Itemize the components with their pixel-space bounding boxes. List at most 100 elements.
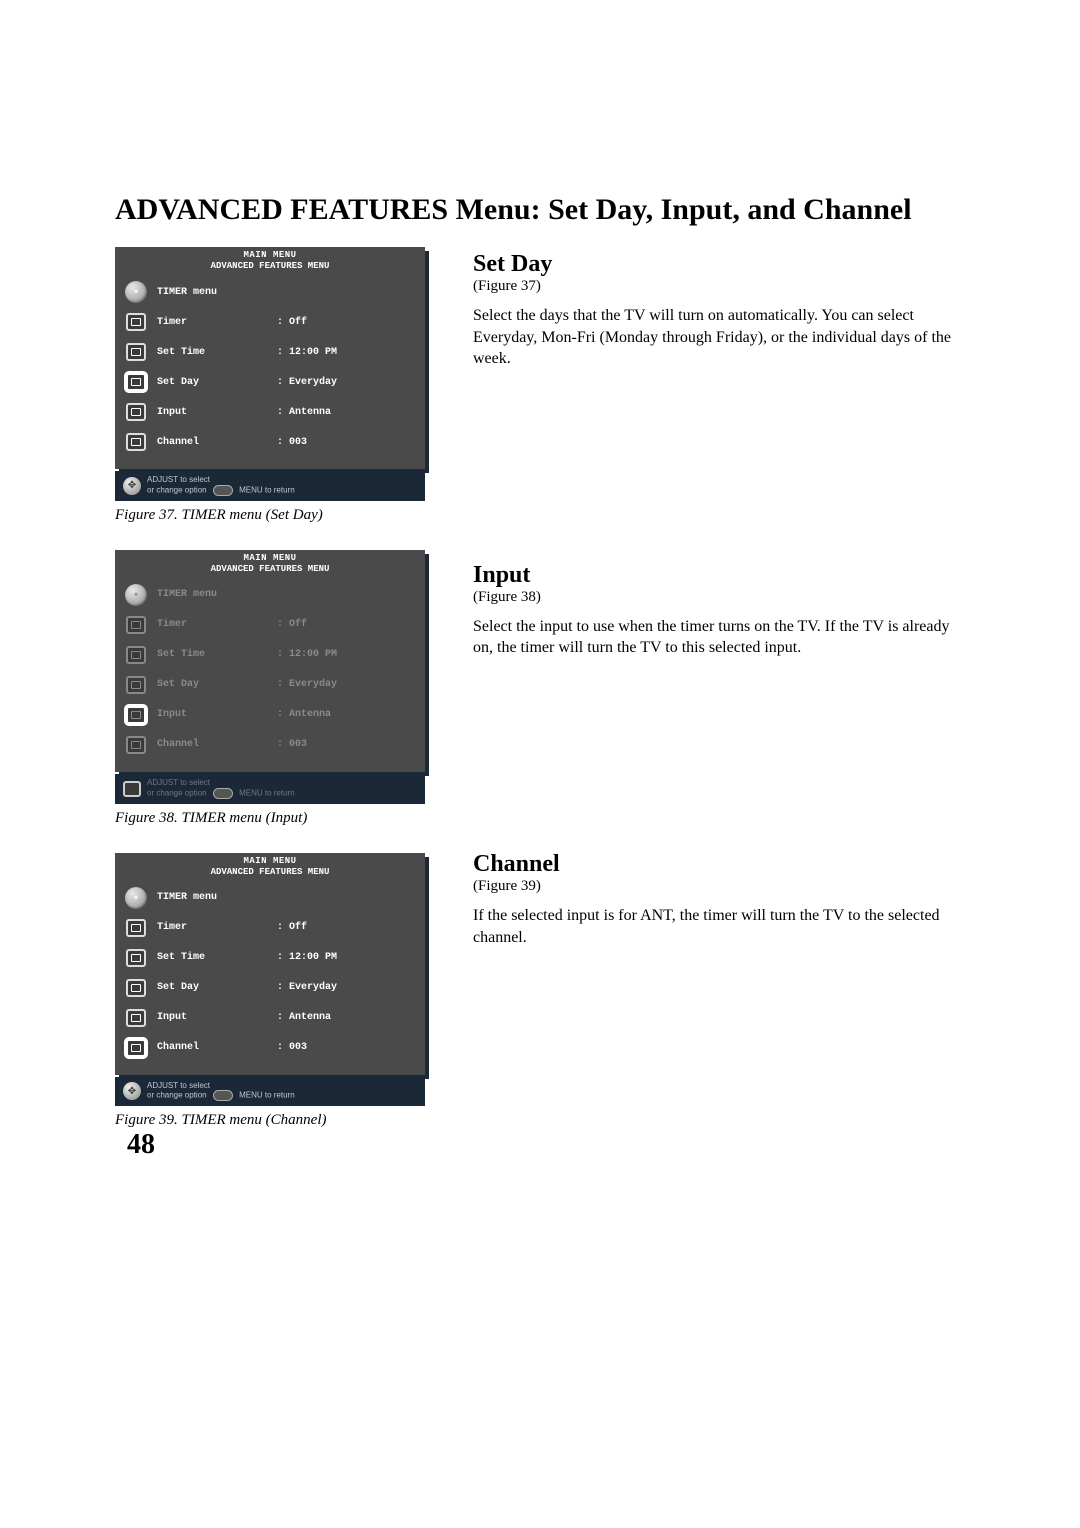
value-setday: : Everyday	[277, 377, 337, 388]
menu-title-row: ✦ TIMER menu	[115, 277, 425, 307]
square-icon	[126, 403, 146, 421]
timer-menu-fig39: MAIN MENU ADVANCED FEATURES MENU ✦ TIMER…	[115, 853, 425, 1075]
page-number: 48	[127, 1129, 435, 1161]
label-timer: Timer	[157, 922, 277, 933]
menu-title-label: TIMER menu	[157, 589, 277, 600]
square-icon	[126, 646, 146, 664]
caption-fig38: Figure 38. TIMER menu (Input)	[115, 810, 435, 827]
label-timer: Timer	[157, 317, 277, 328]
row-input[interactable]: Input : Antenna	[115, 700, 425, 730]
left-column: MAIN MENU ADVANCED FEATURES MENU ✦ TIMER…	[115, 247, 435, 1161]
square-icon	[126, 1039, 146, 1057]
clock-icon: ✦	[125, 887, 147, 909]
row-settime[interactable]: Set Time : 12:00 PM	[115, 337, 425, 367]
oval-button-icon	[213, 485, 233, 496]
ref-channel: (Figure 39)	[473, 878, 965, 895]
value-channel: : 003	[277, 739, 307, 750]
value-input: : Antenna	[277, 1012, 331, 1023]
columns: MAIN MENU ADVANCED FEATURES MENU ✦ TIMER…	[115, 247, 965, 1161]
menu-header-sub: ADVANCED FEATURES MENU	[115, 261, 425, 277]
section-setday: Set Day (Figure 37) Select the days that…	[473, 251, 965, 370]
oval-button-icon	[213, 788, 233, 799]
hint-bar-fig38: ADJUST to select or change option MENU t…	[115, 774, 425, 804]
right-column: Set Day (Figure 37) Select the days that…	[473, 247, 965, 1161]
square-icon	[123, 781, 141, 797]
label-input: Input	[157, 709, 277, 720]
hint-line2: or change option	[147, 1091, 207, 1100]
clock-icon: ✦	[125, 584, 147, 606]
menu-header-main: MAIN MENU	[115, 550, 425, 564]
hint-line1: ADJUST to select	[147, 778, 210, 787]
value-settime: : 12:00 PM	[277, 649, 337, 660]
row-setday[interactable]: Set Day : Everyday	[115, 973, 425, 1003]
value-settime: : 12:00 PM	[277, 952, 337, 963]
dpad-icon: ✥	[123, 1082, 141, 1100]
row-channel[interactable]: Channel : 003	[115, 730, 425, 760]
row-settime[interactable]: Set Time : 12:00 PM	[115, 943, 425, 973]
value-setday: : Everyday	[277, 982, 337, 993]
ref-input: (Figure 38)	[473, 589, 965, 606]
hint-bar-fig39: ✥ ADJUST to select or change option MENU…	[115, 1077, 425, 1107]
row-setday[interactable]: Set Day : Everyday	[115, 670, 425, 700]
value-timer: : Off	[277, 317, 307, 328]
label-input: Input	[157, 1012, 277, 1023]
body-channel: If the selected input is for ANT, the ti…	[473, 905, 965, 948]
label-settime: Set Time	[157, 649, 277, 660]
square-icon	[126, 616, 146, 634]
menu-title-label: TIMER menu	[157, 892, 277, 903]
row-input[interactable]: Input : Antenna	[115, 1003, 425, 1033]
body-setday: Select the days that the TV will turn on…	[473, 305, 965, 370]
label-setday: Set Day	[157, 679, 277, 690]
menu-title-row: ✦ TIMER menu	[115, 883, 425, 913]
hint-line2: or change option	[147, 788, 207, 797]
row-timer[interactable]: Timer : Off	[115, 913, 425, 943]
label-channel: Channel	[157, 739, 277, 750]
label-setday: Set Day	[157, 377, 277, 388]
hint-return: MENU to return	[239, 485, 295, 494]
menu-header-main: MAIN MENU	[115, 247, 425, 261]
hint-return: MENU to return	[239, 1091, 295, 1100]
value-channel: : 003	[277, 1042, 307, 1053]
square-icon	[126, 949, 146, 967]
hint-line2: or change option	[147, 485, 207, 494]
heading-input: Input	[473, 562, 965, 589]
row-settime[interactable]: Set Time : 12:00 PM	[115, 640, 425, 670]
hint-line1: ADJUST to select	[147, 475, 210, 484]
caption-fig37: Figure 37. TIMER menu (Set Day)	[115, 507, 435, 524]
value-channel: : 003	[277, 437, 307, 448]
square-icon	[126, 373, 146, 391]
value-input: : Antenna	[277, 407, 331, 418]
row-setday[interactable]: Set Day : Everyday	[115, 367, 425, 397]
row-timer[interactable]: Timer : Off	[115, 307, 425, 337]
row-input[interactable]: Input : Antenna	[115, 397, 425, 427]
square-icon	[126, 343, 146, 361]
square-icon	[126, 313, 146, 331]
label-channel: Channel	[157, 1042, 277, 1053]
dpad-icon: ✥	[123, 477, 141, 495]
hint-text: ADJUST to select or change option MENU t…	[147, 779, 295, 799]
section-channel: Channel (Figure 39) If the selected inpu…	[473, 851, 965, 948]
menu-header-sub: ADVANCED FEATURES MENU	[115, 867, 425, 883]
timer-menu-fig37: MAIN MENU ADVANCED FEATURES MENU ✦ TIMER…	[115, 247, 425, 469]
label-settime: Set Time	[157, 347, 277, 358]
menu-title-row: ✦ TIMER menu	[115, 580, 425, 610]
label-channel: Channel	[157, 437, 277, 448]
oval-button-icon	[213, 1090, 233, 1101]
square-icon	[126, 919, 146, 937]
hint-text: ADJUST to select or change option MENU t…	[147, 1082, 295, 1102]
body-input: Select the input to use when the timer t…	[473, 616, 965, 659]
row-channel[interactable]: Channel : 003	[115, 1033, 425, 1063]
heading-setday: Set Day	[473, 251, 965, 278]
square-icon	[126, 676, 146, 694]
label-setday: Set Day	[157, 982, 277, 993]
section-input: Input (Figure 38) Select the input to us…	[473, 562, 965, 659]
hint-bar-fig37: ✥ ADJUST to select or change option MENU…	[115, 471, 425, 501]
row-channel[interactable]: Channel : 003	[115, 427, 425, 457]
timer-menu-fig38: MAIN MENU ADVANCED FEATURES MENU ✦ TIMER…	[115, 550, 425, 772]
ref-setday: (Figure 37)	[473, 278, 965, 295]
value-settime: : 12:00 PM	[277, 347, 337, 358]
menu-header-main: MAIN MENU	[115, 853, 425, 867]
row-timer[interactable]: Timer : Off	[115, 610, 425, 640]
hint-line1: ADJUST to select	[147, 1081, 210, 1090]
caption-fig39: Figure 39. TIMER menu (Channel)	[115, 1112, 435, 1129]
